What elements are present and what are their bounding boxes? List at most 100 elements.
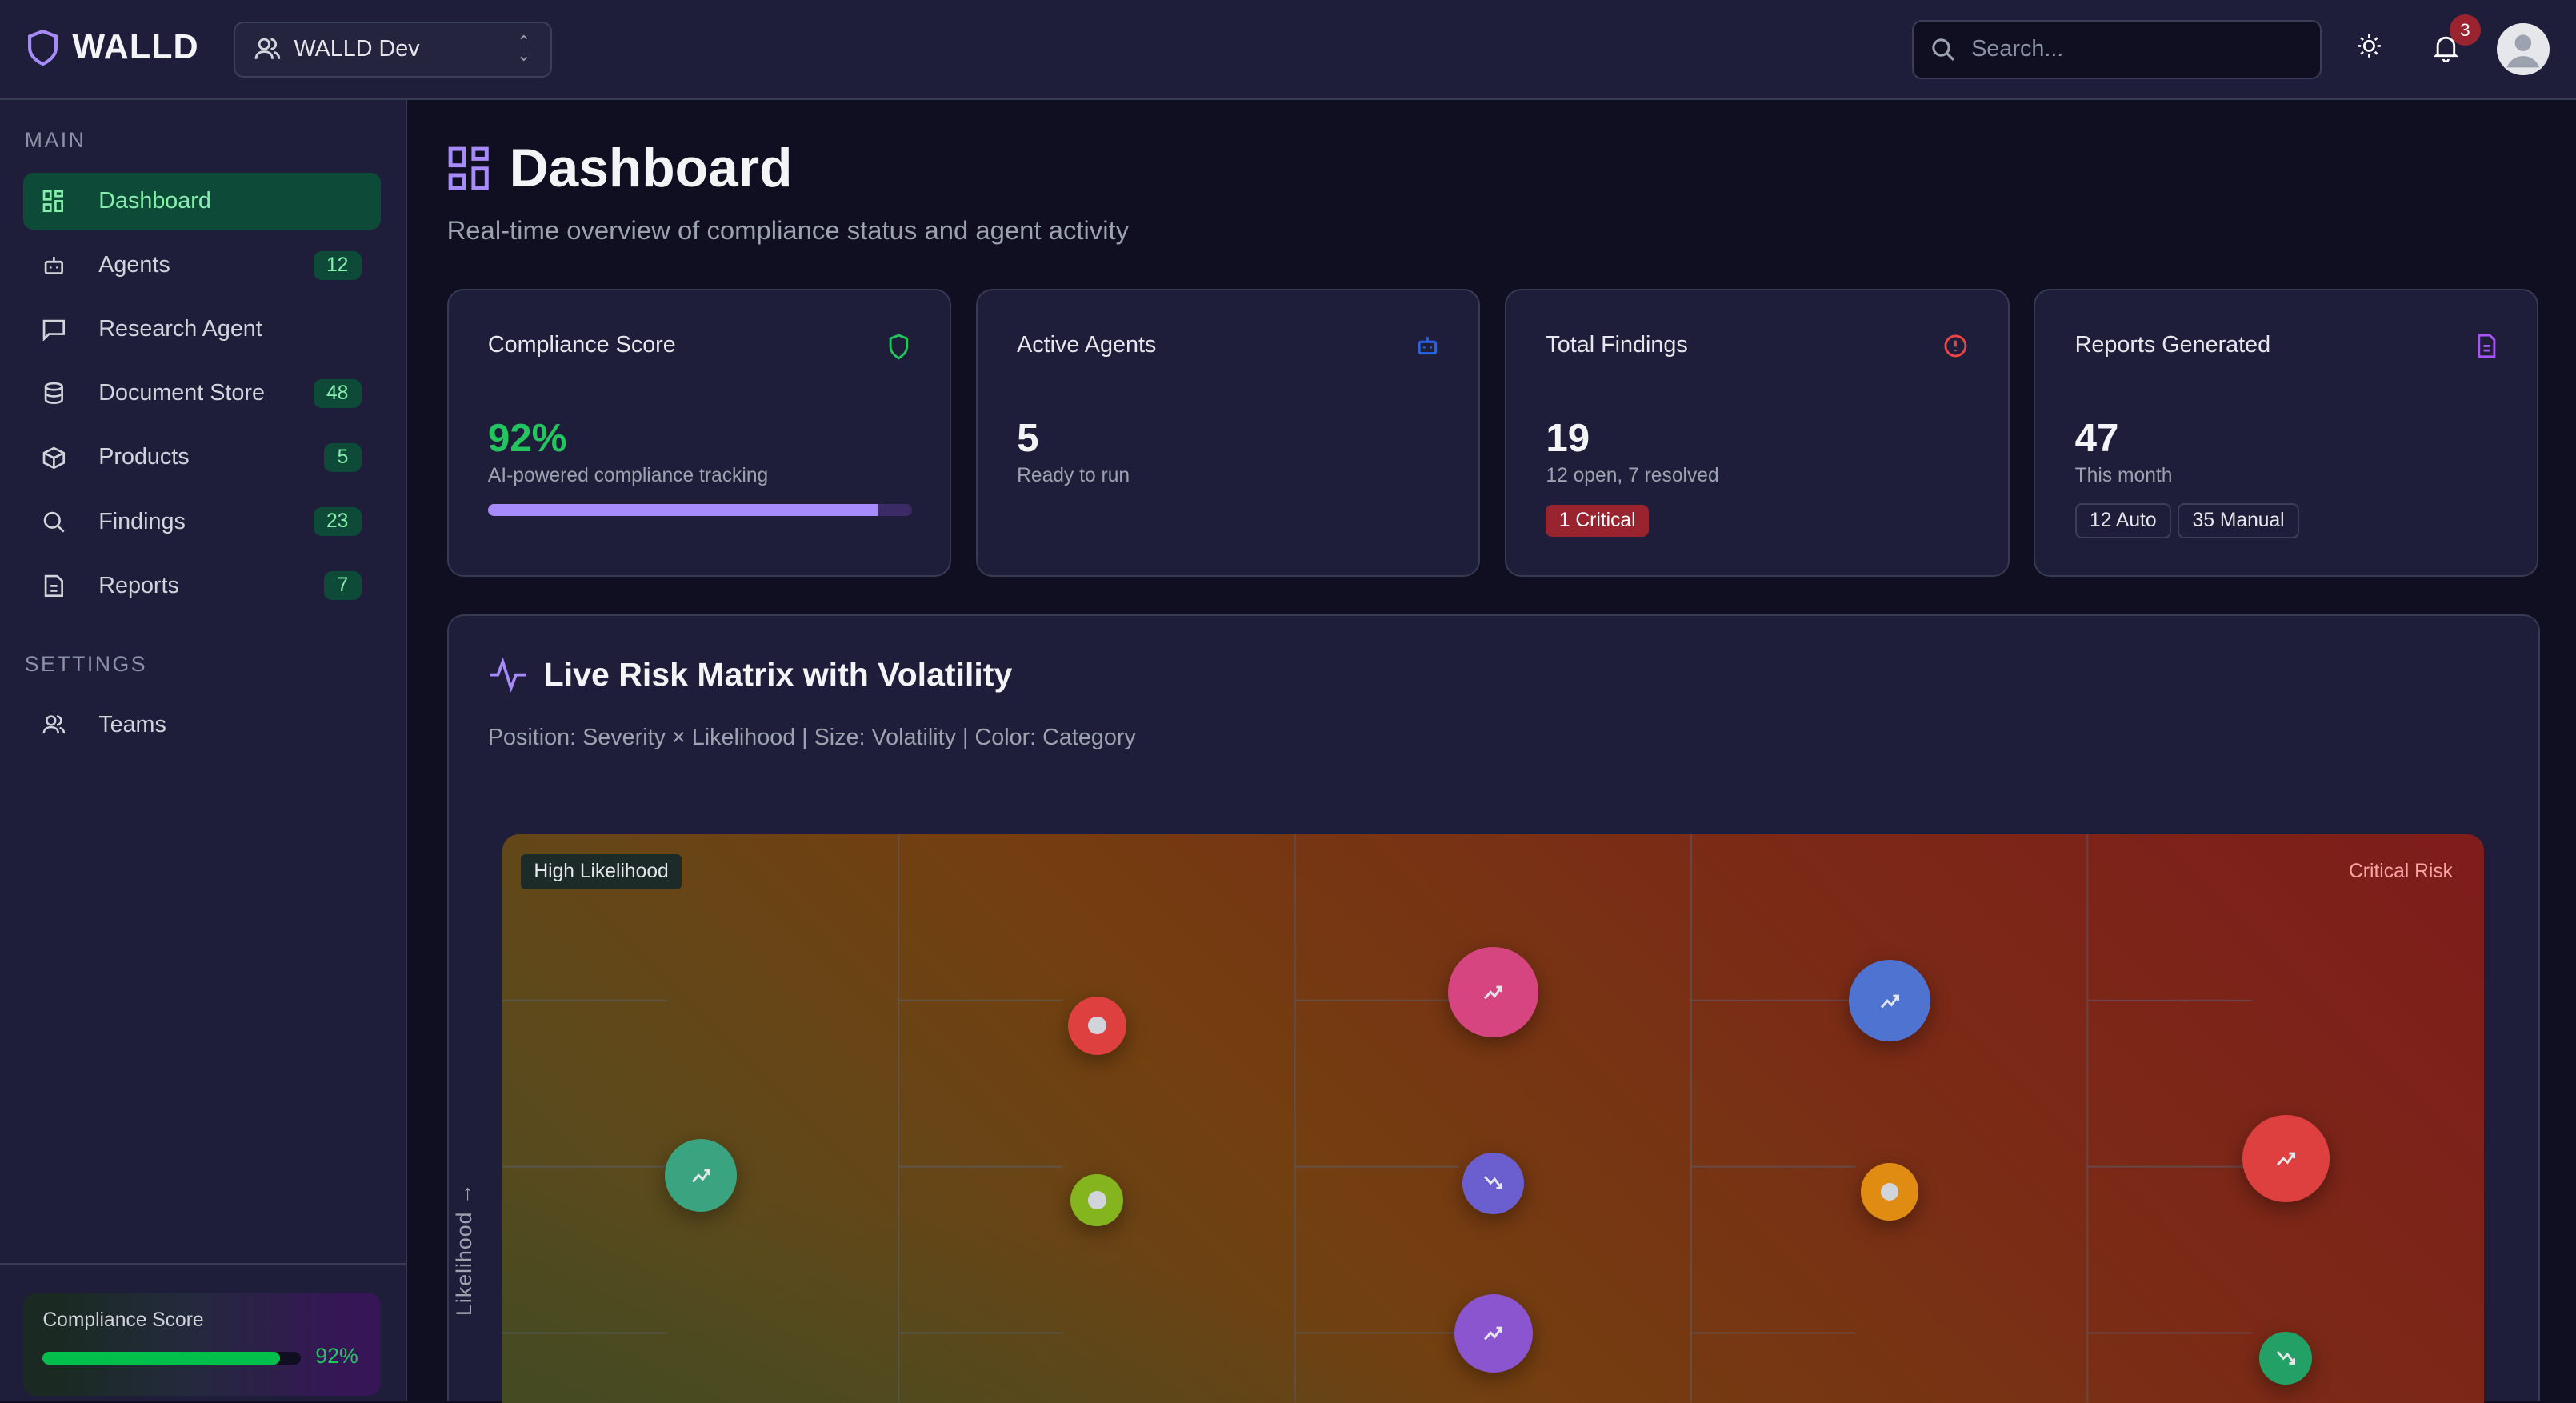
logo[interactable]: WALLD xyxy=(26,28,199,67)
sun-icon[interactable] xyxy=(2356,33,2382,59)
top-header: WALLD WALLD Dev ⌃ ⌄ Search... 3 xyxy=(0,0,2576,101)
search-placeholder: Search... xyxy=(1971,36,2064,62)
card-reports-generated: Reports Generated 47 This month 12 Auto 3… xyxy=(2034,289,2538,577)
risk-bubble[interactable] xyxy=(1454,1293,1533,1373)
trending-up-icon xyxy=(1483,1325,1503,1341)
risk-matrix-panel: Live Risk Matrix with Volatility Positio… xyxy=(446,614,2540,1403)
compliance-progress xyxy=(487,504,912,516)
file-text-icon xyxy=(2478,334,2496,358)
grid-lines xyxy=(502,834,2253,1403)
notification-badge: 3 xyxy=(2449,14,2481,46)
card-subtext: This month xyxy=(2074,465,2173,487)
section-main: MAIN xyxy=(24,128,86,153)
card-value: 47 xyxy=(2074,416,2119,461)
activity-icon xyxy=(489,657,526,694)
sidebar-item-label: Reports xyxy=(98,572,179,598)
bot-icon xyxy=(1418,336,1438,354)
card-subtext: AI-powered compliance tracking xyxy=(487,465,769,487)
sidebar-item-label: Products xyxy=(98,444,190,470)
y-axis-label: Likelihood → xyxy=(451,1182,476,1316)
sidebar-item-label: Research Agent xyxy=(98,316,262,342)
brand-name: WALLD xyxy=(72,28,199,67)
users-icon xyxy=(42,715,66,734)
page-subtitle: Real-time overview of compliance status … xyxy=(446,215,1130,245)
risk-matrix-title: Live Risk Matrix with Volatility xyxy=(488,655,1012,694)
stable-dot-icon xyxy=(1088,1191,1106,1209)
card-subtext: Ready to run xyxy=(1017,465,1130,487)
package-icon xyxy=(43,446,66,469)
count-badge: 48 xyxy=(313,378,362,408)
sidebar-item-label: Document Store xyxy=(98,380,265,406)
sidebar-item-agents[interactable]: Agents 12 xyxy=(23,237,382,294)
search-input[interactable]: Search... xyxy=(1912,19,2322,79)
card-value: 92% xyxy=(487,416,567,461)
trending-up-icon xyxy=(2276,1150,2296,1167)
risk-bubble[interactable] xyxy=(664,1138,738,1212)
critical-badge: 1 Critical xyxy=(1546,505,1650,538)
trending-down-icon xyxy=(1483,1175,1503,1192)
alert-circle-icon xyxy=(1944,334,1967,358)
chevrons-up-down-icon: ⌃ ⌄ xyxy=(517,33,531,65)
sidebar-item-research-agent[interactable]: Research Agent xyxy=(23,301,382,358)
sidebar-item-teams[interactable]: Teams xyxy=(23,697,382,754)
auto-reports-badge: 12 Auto xyxy=(2074,503,2171,539)
card-compliance-score: Compliance Score 92% AI-powered complian… xyxy=(446,289,952,577)
sidebar-item-document-store[interactable]: Document Store 48 xyxy=(23,365,382,422)
compliance-value: 92% xyxy=(315,1343,358,1368)
count-badge: 12 xyxy=(313,250,362,280)
bot-icon xyxy=(45,257,64,275)
sidebar-item-findings[interactable]: Findings 23 xyxy=(23,493,382,550)
sidebar-item-reports[interactable]: Reports 7 xyxy=(23,557,382,614)
card-value: 19 xyxy=(1546,416,1590,461)
trending-up-icon xyxy=(1880,993,1900,1009)
sidebar-footer: Compliance Score 92% xyxy=(0,1263,406,1401)
avatar[interactable] xyxy=(2497,22,2550,76)
stable-dot-icon xyxy=(1880,1182,1899,1201)
search-icon xyxy=(1932,38,1954,62)
page-title: Dashboard xyxy=(447,138,792,199)
search-icon xyxy=(44,511,66,533)
sidebar: MAIN Dashboard Agents 12 Research Agent … xyxy=(0,100,408,1401)
risk-matrix-plot: High Likelihood Critical Risk xyxy=(502,834,2484,1403)
critical-risk-label: Critical Risk xyxy=(2348,861,2453,882)
database-icon xyxy=(45,382,64,405)
message-square-icon xyxy=(43,320,66,342)
card-title: Total Findings xyxy=(1546,331,1688,358)
risk-bubble[interactable] xyxy=(2259,1331,2313,1385)
sidebar-item-products[interactable]: Products 5 xyxy=(23,429,382,486)
risk-bubble[interactable] xyxy=(1067,996,1126,1055)
count-badge: 5 xyxy=(324,442,362,473)
trending-up-icon xyxy=(691,1167,711,1184)
card-subtext: 12 open, 7 resolved xyxy=(1546,465,1719,487)
file-text-icon xyxy=(45,574,64,597)
bell-icon[interactable] xyxy=(2433,33,2459,63)
sidebar-item-label: Findings xyxy=(98,508,186,534)
workspace-selector[interactable]: WALLD Dev ⌃ ⌄ xyxy=(233,21,552,78)
count-badge: 23 xyxy=(313,506,362,537)
card-title: Compliance Score xyxy=(487,331,676,358)
main-content: Dashboard Real-time overview of complian… xyxy=(409,102,2576,1403)
card-total-findings: Total Findings 19 12 open, 7 resolved 1 … xyxy=(1505,289,2010,577)
risk-bubble[interactable] xyxy=(1462,1153,1524,1214)
risk-bubble[interactable] xyxy=(2242,1114,2330,1202)
layout-grid-icon xyxy=(448,146,489,191)
users-icon xyxy=(254,38,281,60)
stable-dot-icon xyxy=(1088,1016,1106,1035)
high-likelihood-label: High Likelihood xyxy=(520,853,682,890)
count-badge: 7 xyxy=(324,571,362,601)
workspace-name: WALLD Dev xyxy=(294,36,420,62)
sidebar-item-dashboard[interactable]: Dashboard xyxy=(22,172,382,230)
sidebar-item-label: Dashboard xyxy=(98,188,211,214)
risk-bubble[interactable] xyxy=(1849,960,1930,1041)
trending-up-icon xyxy=(1483,984,1503,1001)
card-value: 5 xyxy=(1017,416,1039,461)
card-active-agents: Active Agents 5 Ready to run xyxy=(975,289,1481,577)
sidebar-item-label: Teams xyxy=(98,712,166,738)
trending-down-icon xyxy=(2276,1350,2296,1367)
manual-reports-badge: 35 Manual xyxy=(2178,503,2300,539)
risk-matrix-subtitle: Position: Severity × Likelihood | Size: … xyxy=(487,724,1136,750)
risk-bubble[interactable] xyxy=(1861,1163,1918,1221)
risk-bubble[interactable] xyxy=(1448,947,1538,1037)
risk-bubble[interactable] xyxy=(1070,1173,1124,1227)
layout-grid-icon xyxy=(43,190,64,213)
